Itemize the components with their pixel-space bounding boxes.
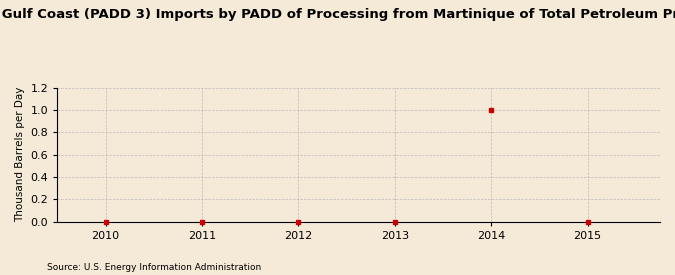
Text: Source: U.S. Energy Information Administration: Source: U.S. Energy Information Administ… [47, 263, 261, 272]
Y-axis label: Thousand Barrels per Day: Thousand Barrels per Day [15, 87, 25, 222]
Text: Annual Gulf Coast (PADD 3) Imports by PADD of Processing from Martinique of Tota: Annual Gulf Coast (PADD 3) Imports by PA… [0, 8, 675, 21]
